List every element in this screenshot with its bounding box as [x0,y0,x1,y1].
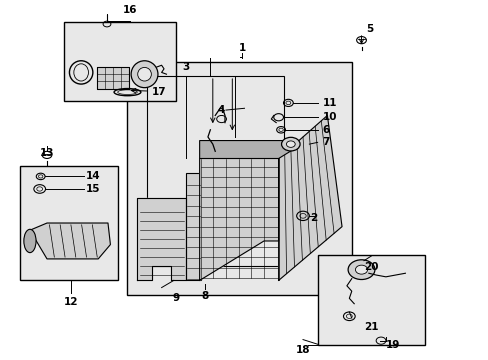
Text: 6: 6 [322,125,329,135]
Text: 3: 3 [182,62,189,72]
Text: 11: 11 [322,98,336,108]
Text: 12: 12 [64,297,79,307]
Text: 10: 10 [322,112,336,122]
Ellipse shape [131,61,158,87]
Text: 2: 2 [310,213,317,222]
Text: 21: 21 [363,321,378,332]
Polygon shape [199,140,293,158]
Text: 19: 19 [385,340,400,350]
Text: 5: 5 [366,24,373,35]
Bar [97,67,129,89]
Ellipse shape [286,141,295,147]
Text: 8: 8 [202,291,209,301]
Text: 15: 15 [86,184,101,194]
Bar [147,76,283,266]
Text: 14: 14 [86,171,101,181]
Bar [127,62,351,295]
Text: 7: 7 [322,138,329,147]
Text: 9: 9 [172,293,180,303]
Text: 4: 4 [217,105,224,115]
Polygon shape [278,116,341,280]
Text: 13: 13 [40,148,54,158]
Ellipse shape [24,229,36,253]
Text: 18: 18 [295,345,309,355]
Ellipse shape [355,265,367,274]
Text: 17: 17 [152,87,166,97]
Bar [317,255,424,345]
Ellipse shape [138,67,151,81]
Bar [64,22,176,101]
Text: 20: 20 [363,262,378,273]
Text: 16: 16 [122,5,137,15]
Ellipse shape [281,137,300,151]
Polygon shape [199,158,278,280]
Text: 1: 1 [238,43,245,53]
Polygon shape [30,223,110,259]
Polygon shape [137,198,185,280]
Ellipse shape [347,260,374,279]
Polygon shape [185,173,200,280]
Bar [20,166,118,280]
